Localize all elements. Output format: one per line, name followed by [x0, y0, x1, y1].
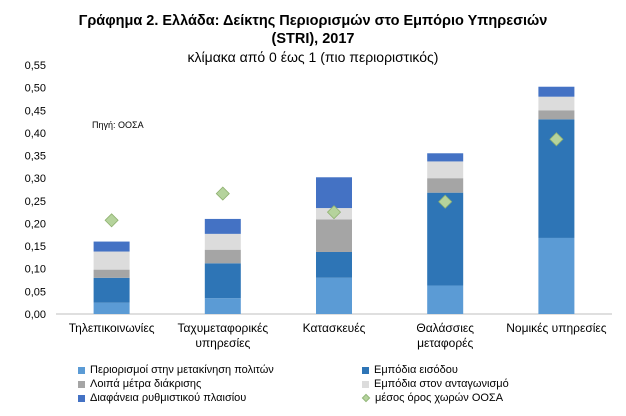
bar-segment	[316, 251, 352, 278]
y-tick-label: 0,10	[25, 264, 46, 276]
bar-segment	[204, 218, 241, 234]
y-tick-label: 0,35	[25, 151, 46, 163]
source-note: Πηγή: ΟΟΣΑ	[92, 120, 144, 130]
x-category-label: υπηρεσίες	[195, 336, 250, 350]
legend-swatch	[362, 366, 369, 374]
legend-item: Διαφάνεια ρυθμιστικού πλαισίου	[78, 392, 246, 404]
bar-segment	[316, 219, 352, 252]
legend-swatch	[78, 380, 85, 388]
legend-label: Περιορισμοί στην μετακίνηση πολιτών	[90, 364, 274, 376]
bar-segment	[427, 178, 464, 193]
legend-label: Εμπόδια στον ανταγωνισμό	[374, 378, 509, 390]
legend-item: Εμπόδια εισόδου	[362, 364, 458, 376]
chart-subtitle: κλίμακα από 0 έως 1 (πιο περιοριστικός)	[187, 49, 439, 65]
bar-segment	[538, 110, 575, 120]
chart-legend: Περιορισμοί στην μετακίνηση πολιτών Εμπόδ…	[0, 360, 626, 416]
bar-segment	[538, 237, 575, 314]
x-category-label: Θαλάσσιες	[416, 321, 474, 335]
bar-segment	[204, 249, 241, 264]
bar-segment	[538, 86, 575, 97]
oecd-average-marker	[438, 194, 453, 209]
chart-title-line1: Γράφημα 2. Ελλάδα: Δείκτης Περιορισμών σ…	[78, 13, 548, 29]
legend-label: Διαφάνεια ρυθμιστικού πλαισίου	[90, 392, 247, 404]
bar-segment	[427, 161, 464, 179]
bar-segment	[93, 269, 130, 278]
bar-segment	[427, 285, 464, 314]
bar-segment	[204, 298, 241, 314]
oecd-average-marker	[549, 132, 564, 147]
oecd-average-marker	[104, 213, 119, 228]
x-category-label: Τηλεπικοινωνίες	[69, 321, 155, 335]
legend-swatch	[361, 393, 371, 403]
y-tick-label: 0,40	[25, 128, 46, 140]
legend-item: μέσος όρος χωρών ΟΟΣΑ	[361, 392, 504, 404]
y-tick-label: 0,05	[25, 286, 46, 298]
bar-segment	[93, 302, 130, 314]
y-tick-label: 0,30	[25, 173, 46, 185]
chart-title-line2: (STRI), 2017	[271, 31, 355, 47]
legend-item: Λοιπά μέτρα διάκρισης	[78, 378, 201, 390]
x-category-label: μεταφορές	[417, 336, 473, 350]
oecd-average-marker	[215, 186, 230, 201]
legend-item: Εμπόδια στον ανταγωνισμό	[362, 378, 509, 390]
y-tick-label: 0,45	[25, 105, 46, 117]
y-tick-label: 0,15	[25, 241, 46, 253]
bar-segment	[316, 277, 352, 314]
bar-segment	[538, 96, 575, 111]
bar-segment	[204, 233, 241, 250]
bar-segment	[93, 241, 130, 252]
bar-segment	[204, 263, 241, 299]
legend-label: Εμπόδια εισόδου	[374, 364, 458, 376]
bar-segment	[427, 153, 464, 162]
x-category-label: Νομικές υπηρεσίες	[506, 321, 607, 335]
x-category-label: Ταχυμεταφορικές	[177, 321, 268, 335]
y-tick-label: 0,50	[25, 83, 46, 95]
legend-label: μέσος όρος χωρών ΟΟΣΑ	[375, 392, 504, 404]
bar-segment	[93, 251, 130, 270]
bar-segment	[93, 277, 130, 303]
legend-swatch	[78, 366, 85, 374]
chart-plot: 0,00 0,05 0,10 0,15 0,20 0,25 0,30 0,35 0,40 0,45…	[25, 60, 612, 350]
legend-swatch	[78, 394, 85, 402]
legend-item: Περιορισμοί στην μετακίνηση πολιτών	[78, 364, 274, 376]
y-tick-label: 0,55	[25, 60, 46, 72]
y-tick-label: 0,00	[25, 309, 46, 321]
y-tick-label: 0,20	[25, 218, 46, 230]
legend-swatch	[362, 380, 369, 388]
y-tick-label: 0,25	[25, 196, 46, 208]
bar-segment	[316, 177, 352, 209]
legend-label: Λοιπά μέτρα διάκρισης	[90, 378, 202, 390]
x-category-label: Κατασκευές	[303, 321, 366, 335]
oecd-average-marker	[326, 205, 342, 220]
